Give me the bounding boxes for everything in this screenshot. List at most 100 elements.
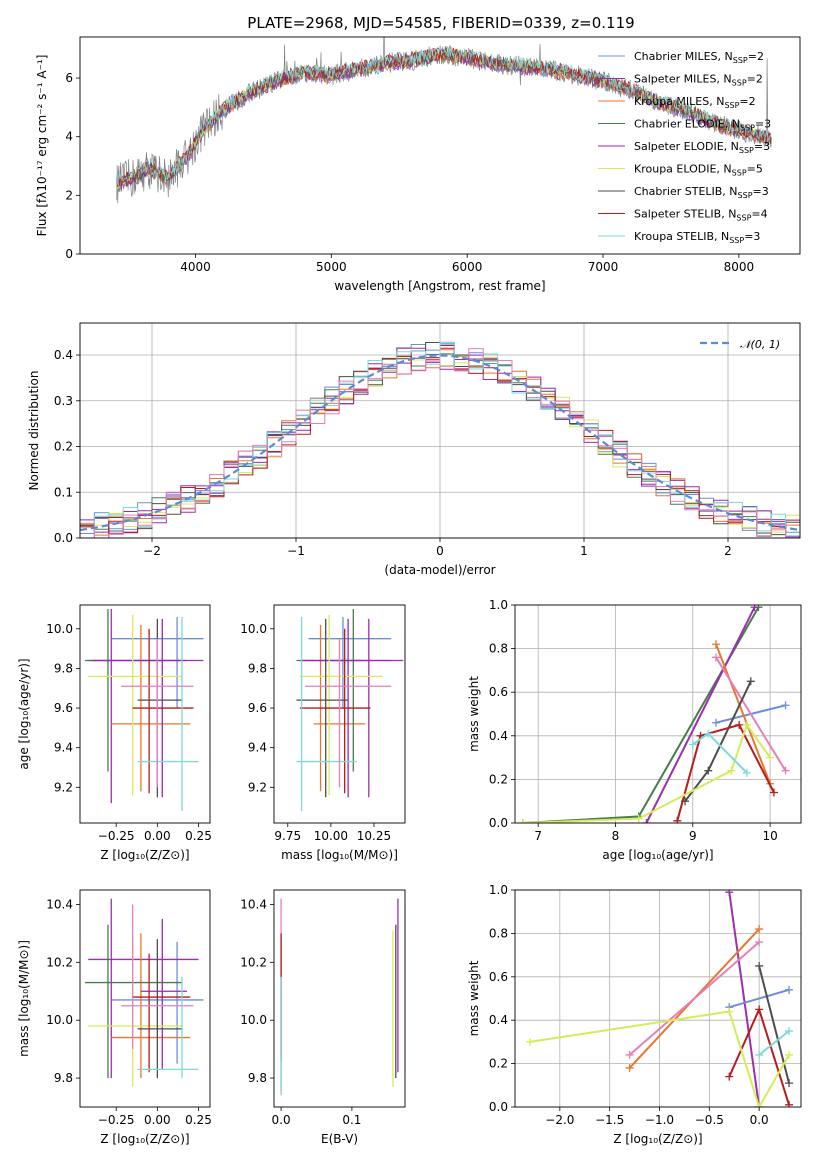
y-tick-label: 4 bbox=[65, 130, 73, 144]
y-tick-label: 9.2 bbox=[54, 780, 73, 794]
weight-line bbox=[522, 606, 760, 823]
plus-marker bbox=[785, 1079, 794, 1088]
y-tick-label: 9.8 bbox=[248, 1071, 267, 1085]
plot-frame bbox=[79, 322, 801, 539]
y-tick-label: 10.4 bbox=[46, 897, 73, 911]
errorbar-point bbox=[299, 628, 371, 794]
figure-title: PLATE=2968, MJD=54585, FIBERID=0339, z=0… bbox=[247, 14, 634, 32]
y-tick-label: 2 bbox=[65, 188, 73, 202]
y-tick-label: 0 bbox=[65, 247, 73, 261]
y-tick-label: 9.2 bbox=[248, 780, 267, 794]
y-tick-label: 0.0 bbox=[489, 1100, 508, 1114]
mass-vs-metallicity-chart: −0.25 0.00 0.25 9.8 10.0 10.2 10.4 Z [log₁₀(Z/Z… bbox=[17, 889, 212, 1146]
y-tick-label: 9.8 bbox=[54, 1071, 73, 1085]
y-tick-label: 9.4 bbox=[54, 741, 73, 755]
plus-marker bbox=[755, 925, 764, 934]
normal-distribution-curve bbox=[80, 354, 800, 532]
y-tick-label: 10.0 bbox=[46, 1013, 73, 1027]
y-tick-label: 0.2 bbox=[489, 1057, 508, 1071]
plus-marker bbox=[711, 640, 720, 649]
plus-marker bbox=[746, 677, 755, 686]
x-tick-label: 8 bbox=[612, 829, 620, 843]
legend-entry: Chabrier ELODIE, NSSP=3 bbox=[634, 118, 771, 133]
legend-entry: Kroupa STELIB, NSSP=3 bbox=[634, 230, 760, 245]
errorbar-point bbox=[88, 933, 183, 1087]
y-tick-label: 0.0 bbox=[489, 816, 508, 830]
spectrum-chart: 4000 5000 6000 7000 8000 0 2 4 6 wavelength [Angs… bbox=[35, 36, 801, 293]
age-vs-metallicity-chart: −0.25 0.00 0.25 9.2 9.4 9.6 9.8 10.0 Z [log₁₀(Z/… bbox=[17, 604, 212, 862]
plus-marker bbox=[642, 819, 651, 823]
plus-marker bbox=[785, 985, 794, 994]
weight-series bbox=[625, 938, 764, 1059]
weight-line bbox=[529, 1010, 790, 1107]
errorbar-point bbox=[137, 976, 199, 1079]
legend-entry: Chabrier STELIB, NSSP=3 bbox=[634, 185, 769, 200]
mass-vs-extinction-chart: 0.0 0.1 9.8 10.0 10.2 10.4 E(B-V) bbox=[240, 889, 406, 1146]
errorbar-point bbox=[140, 918, 187, 1070]
weight-series bbox=[711, 640, 775, 788]
model-spectrum-line bbox=[116, 46, 772, 185]
plus-marker bbox=[725, 890, 734, 897]
plus-marker bbox=[625, 1050, 634, 1059]
plus-marker bbox=[727, 766, 736, 775]
x-axis-label: Z [log₁₀(Z/Z⊙)] bbox=[100, 848, 189, 862]
y-axis-label: mass weight bbox=[467, 676, 481, 752]
legend-entry: Salpeter MILES, NSSP=2 bbox=[634, 73, 763, 88]
errorbar-point bbox=[137, 616, 199, 812]
weight-series bbox=[525, 1007, 794, 1107]
x-tick-label: 0.25 bbox=[185, 829, 212, 843]
plot-area bbox=[518, 605, 790, 823]
model-spectrum-line bbox=[116, 47, 772, 187]
plus-marker bbox=[781, 766, 790, 775]
x-axis-label: Z [log₁₀(Z/Z⊙)] bbox=[613, 1132, 702, 1146]
x-tick-label: 8000 bbox=[724, 260, 755, 274]
x-axis-label: wavelength [Angstrom, rest frame] bbox=[334, 279, 545, 293]
plot-area bbox=[84, 898, 204, 1087]
weight-series bbox=[755, 1027, 794, 1059]
errorbar-point bbox=[121, 904, 194, 1050]
plus-marker bbox=[785, 1027, 794, 1036]
errorbar-point bbox=[296, 616, 357, 812]
weight-series bbox=[755, 961, 794, 1088]
y-tick-label: 10.0 bbox=[46, 622, 73, 636]
weight-series bbox=[673, 720, 778, 823]
y-tick-label: 9.6 bbox=[248, 701, 267, 715]
y-tick-label: 6 bbox=[65, 71, 73, 85]
plot-area bbox=[296, 608, 404, 812]
plot-frame bbox=[273, 889, 406, 1108]
y-tick-label: 0.4 bbox=[54, 348, 73, 362]
plus-marker bbox=[704, 766, 713, 775]
plus-marker bbox=[766, 753, 775, 762]
errorbar-point bbox=[121, 638, 194, 788]
y-tick-label: 0.8 bbox=[489, 926, 508, 940]
x-tick-label: −0.5 bbox=[695, 1113, 724, 1127]
plus-marker bbox=[711, 718, 720, 727]
x-tick-label: −2.0 bbox=[545, 1113, 574, 1127]
x-axis-label: mass [log₁₀(M/M⊙)] bbox=[281, 848, 398, 862]
plot-area bbox=[84, 608, 204, 812]
x-tick-label: −0.25 bbox=[98, 1113, 135, 1127]
weight-series bbox=[642, 605, 759, 823]
mass-weight-vs-metallicity-chart: −2.0 −1.5 −1.0 −0.5 0.0 0.0 0.2 0.4 0.6 0.8 1.0 Z [… bbox=[467, 883, 802, 1146]
x-tick-label: 5000 bbox=[316, 260, 347, 274]
histogram-legend: 𝒩(0, 1) bbox=[700, 338, 780, 351]
errorbar-point bbox=[84, 924, 183, 1079]
plot-frame bbox=[514, 889, 802, 1108]
weight-line bbox=[758, 1030, 790, 1056]
plus-marker bbox=[785, 1100, 794, 1107]
plus-marker bbox=[769, 788, 778, 797]
x-tick-label: 0.00 bbox=[144, 829, 171, 843]
plot-area bbox=[80, 341, 800, 538]
x-axis-label: (data-model)/error bbox=[384, 563, 495, 577]
weight-series bbox=[518, 605, 763, 823]
y-tick-label: 0.2 bbox=[54, 440, 73, 454]
legend-entry: Salpeter ELODIE, NSSP=3 bbox=[634, 140, 770, 155]
plus-marker bbox=[755, 1103, 764, 1107]
y-tick-label: 0.6 bbox=[489, 970, 508, 984]
plus-marker bbox=[735, 720, 744, 729]
weight-line bbox=[645, 606, 756, 823]
y-tick-label: 9.4 bbox=[248, 741, 267, 755]
x-tick-label: 0.00 bbox=[144, 1113, 171, 1127]
plus-marker bbox=[518, 819, 527, 823]
plot-frame bbox=[79, 604, 211, 824]
